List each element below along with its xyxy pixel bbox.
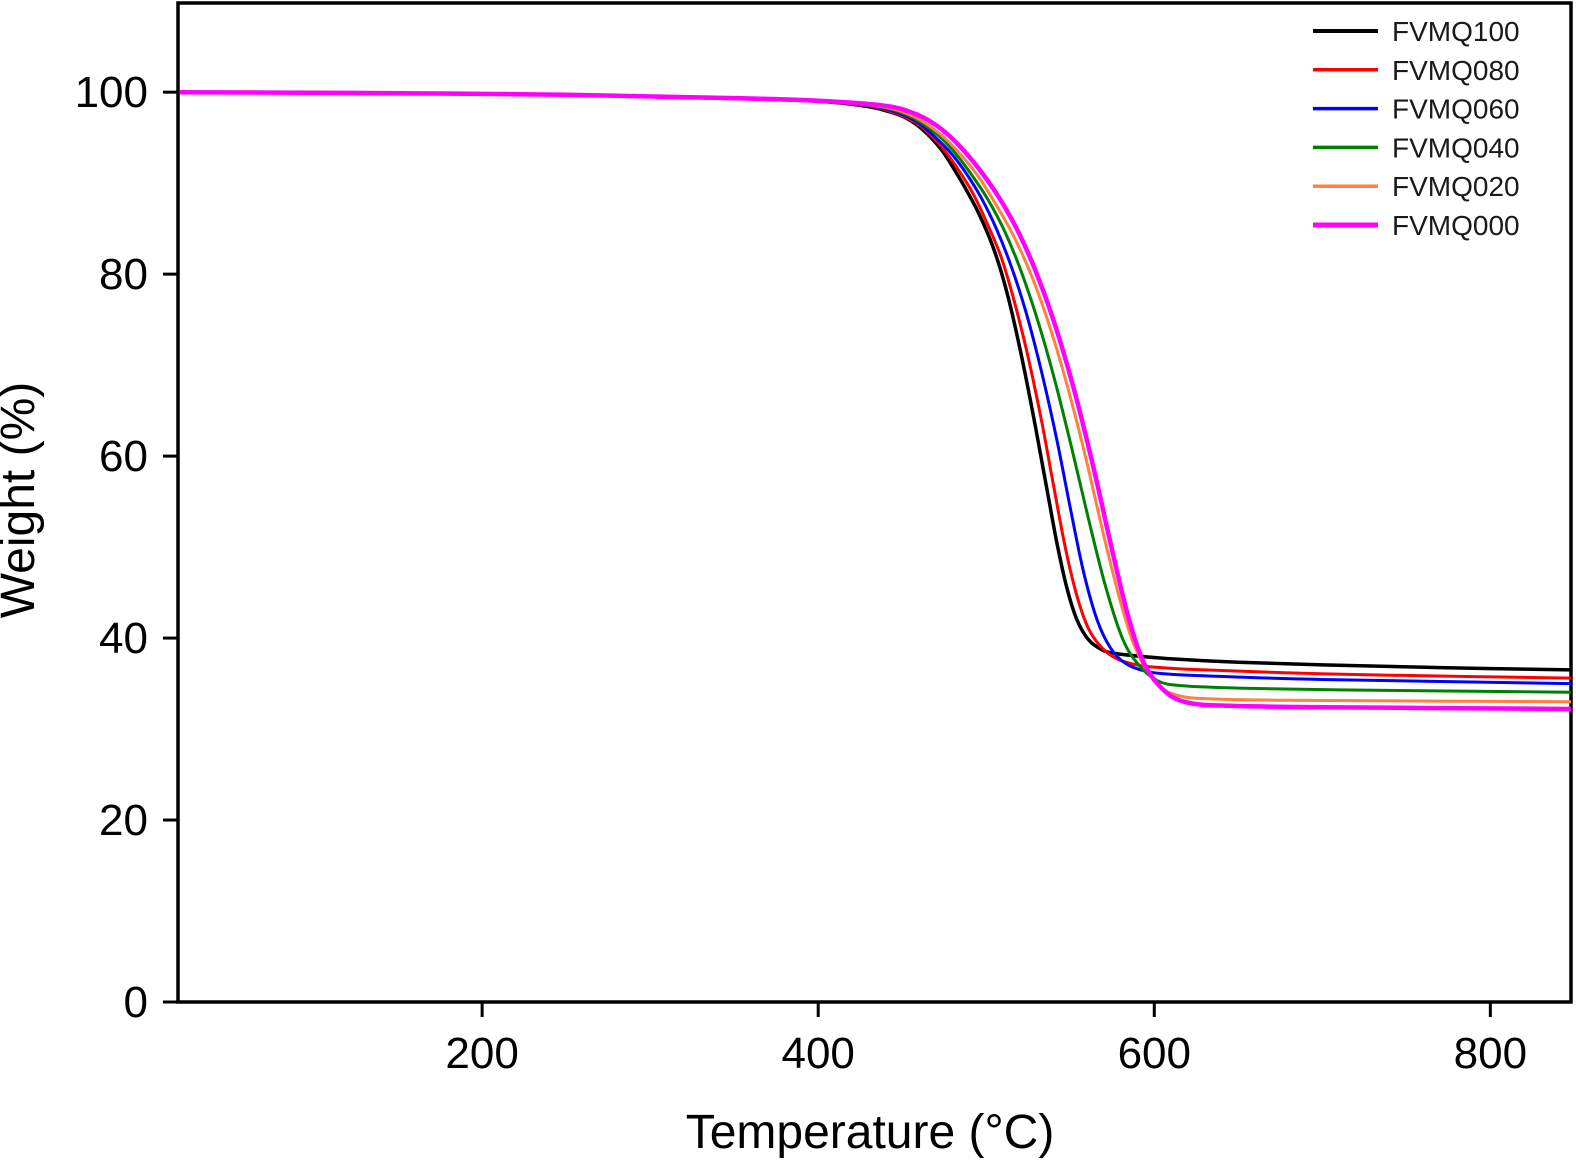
y-tick-label: 0 — [124, 978, 148, 1027]
legend-label-fvmq000: FVMQ000 — [1392, 210, 1520, 241]
legend-label-fvmq020: FVMQ020 — [1392, 171, 1520, 202]
x-tick-label: 200 — [445, 1029, 518, 1078]
series-curve-fvmq040 — [179, 90, 1572, 694]
y-tick-label: 60 — [99, 432, 148, 481]
series-curve-fvmq020 — [179, 90, 1572, 704]
series-curve-fvmq100 — [179, 90, 1572, 672]
y-tick-label: 20 — [99, 796, 148, 845]
y-axis-title: Weight (%) — [0, 382, 45, 619]
series-curve-fvmq000 — [179, 89, 1572, 712]
plot-frame — [176, 1, 1573, 1004]
x-tick-label: 400 — [781, 1029, 854, 1078]
y-tick-label: 100 — [75, 68, 148, 117]
x-tick-label: 800 — [1454, 1029, 1527, 1078]
legend-label-fvmq040: FVMQ040 — [1392, 132, 1520, 163]
x-axis-title: Temperature (°C) — [686, 1106, 1055, 1159]
legend-label-fvmq060: FVMQ060 — [1392, 94, 1520, 125]
y-tick-label: 80 — [99, 250, 148, 299]
legend-label-fvmq100: FVMQ100 — [1392, 16, 1520, 47]
x-tick-label: 600 — [1118, 1029, 1191, 1078]
series-curve-fvmq060 — [179, 90, 1572, 686]
legend-label-fvmq080: FVMQ080 — [1392, 55, 1520, 86]
series-curve-fvmq080 — [179, 90, 1572, 680]
y-tick-label: 40 — [99, 614, 148, 663]
